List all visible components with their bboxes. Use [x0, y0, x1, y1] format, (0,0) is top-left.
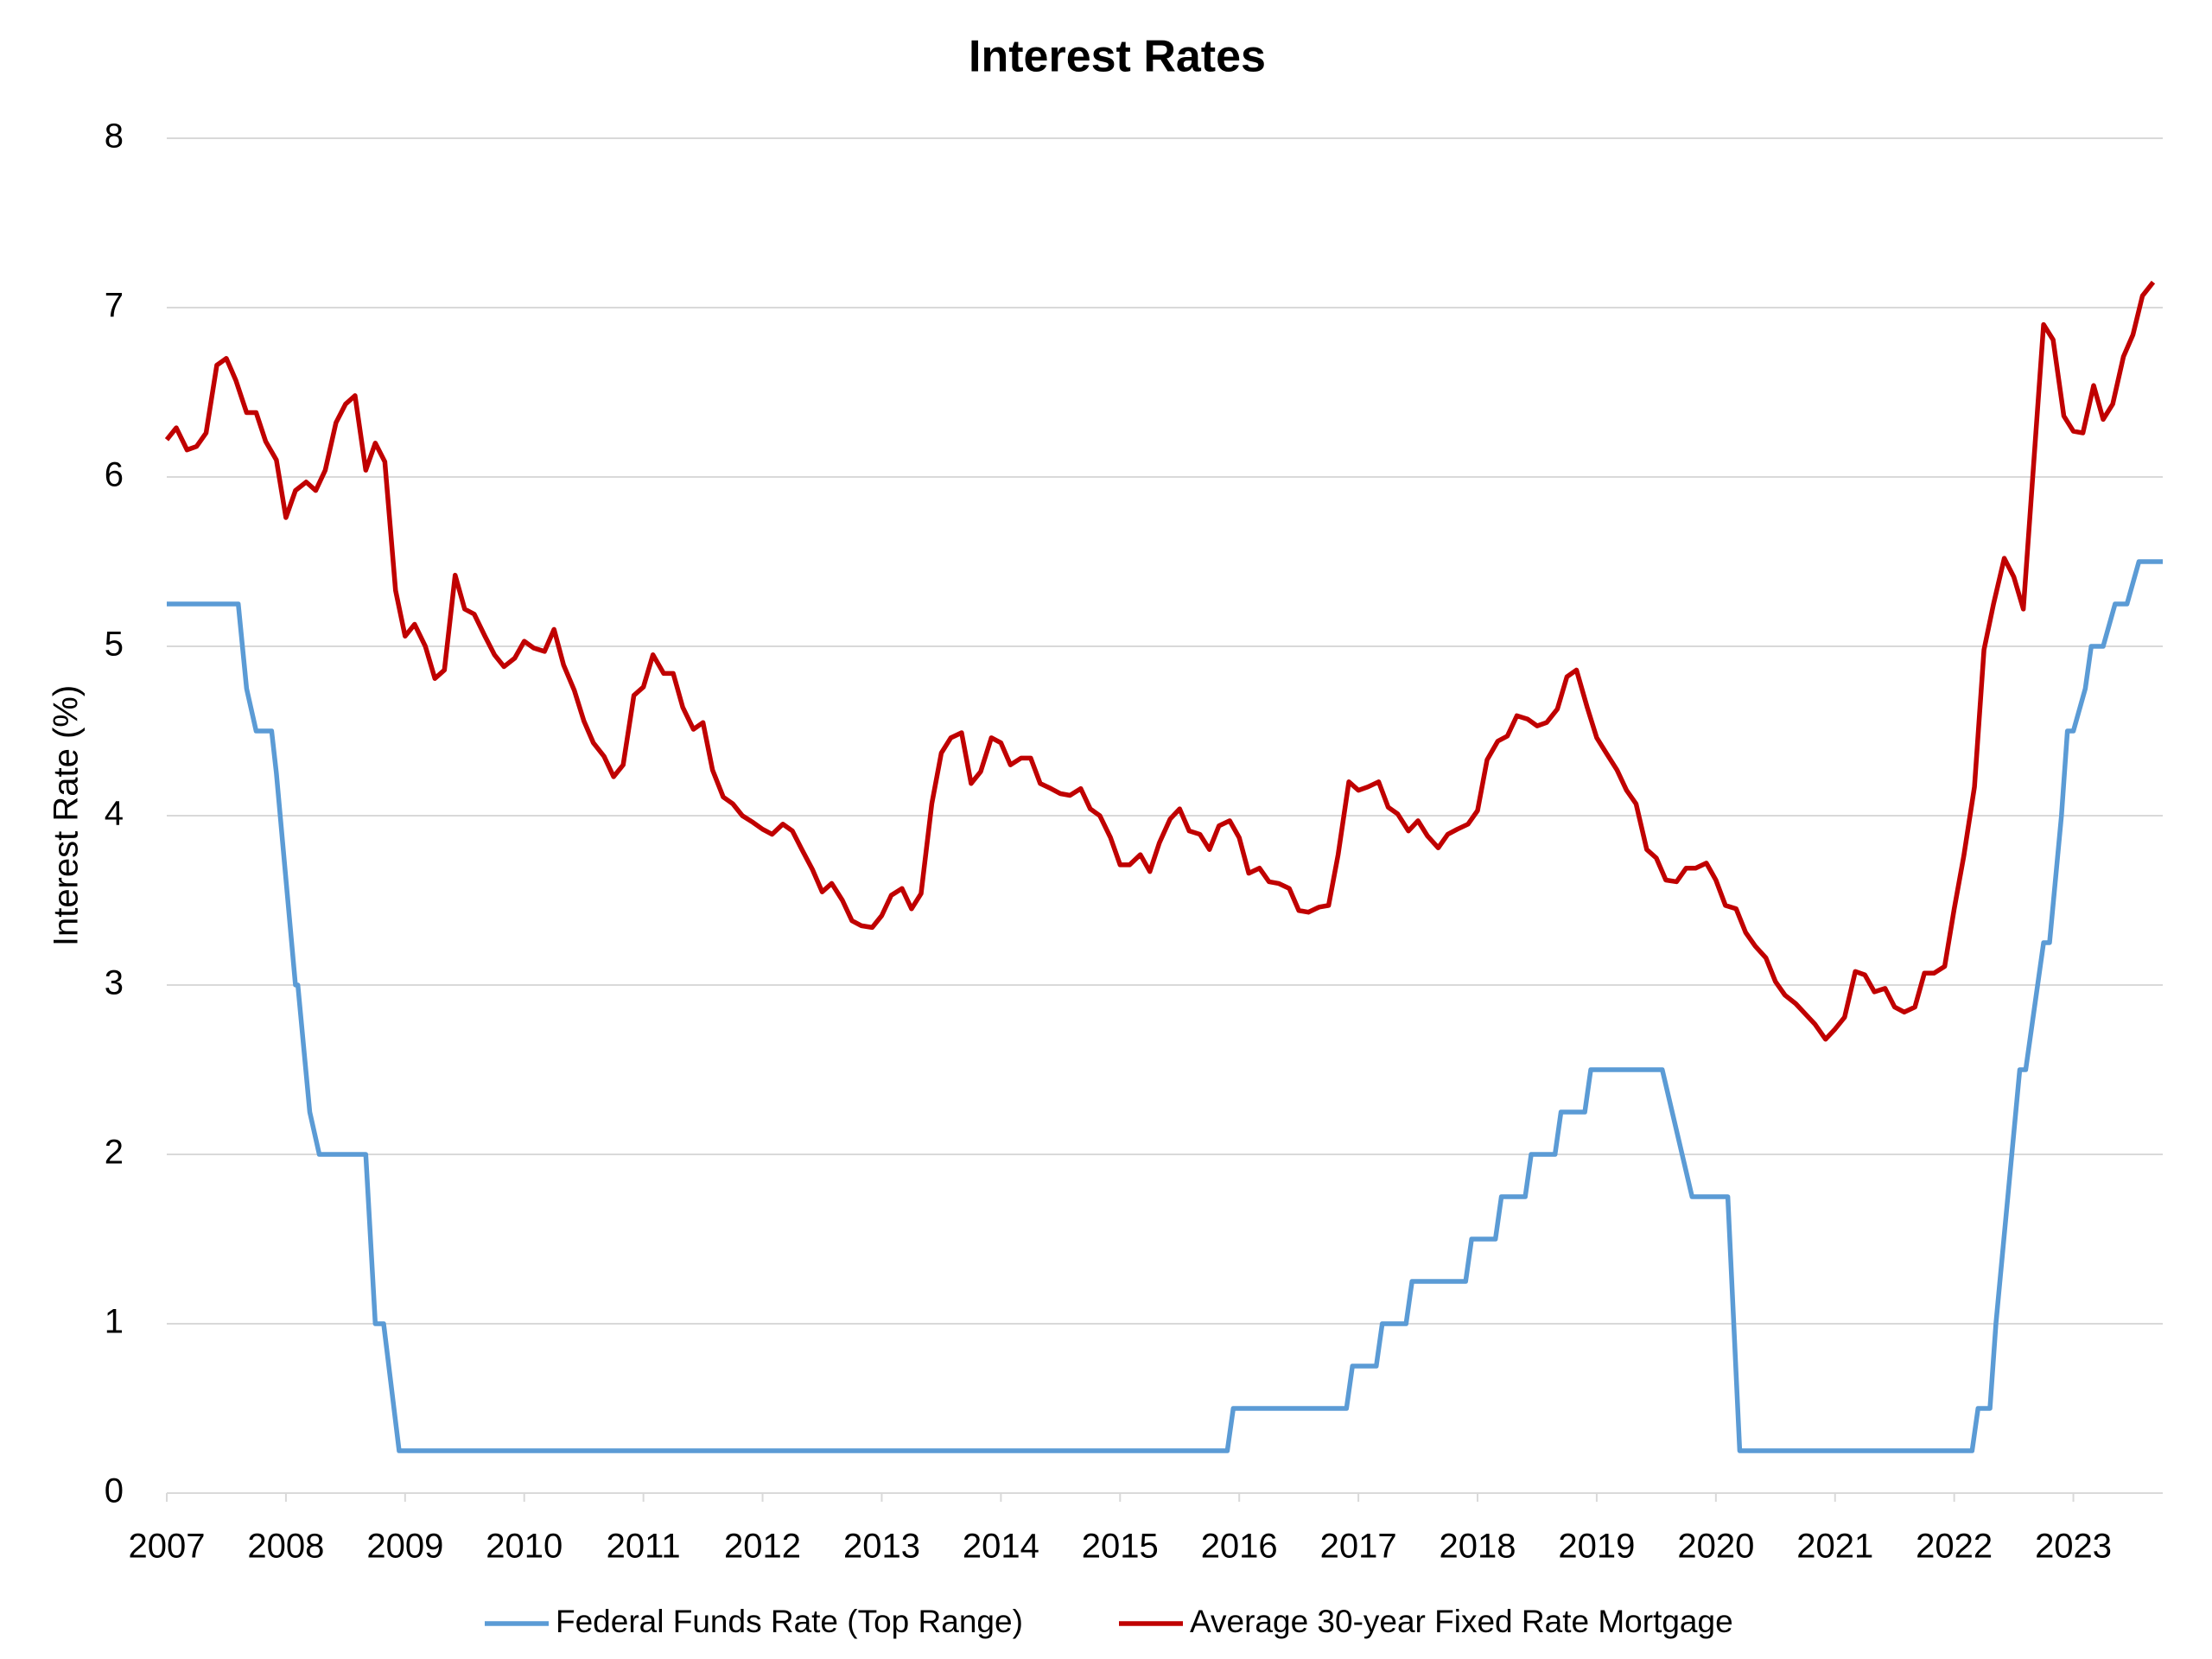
x-tick-label: 2023: [2035, 1528, 2112, 1566]
x-tick-label: 2019: [1558, 1528, 1635, 1566]
x-tick-label: 2012: [724, 1528, 801, 1566]
x-tick-label: 2014: [963, 1528, 1039, 1566]
y-tick-label: 2: [105, 1134, 124, 1172]
y-tick-label: 4: [105, 795, 124, 833]
x-tick-label: 2016: [1201, 1528, 1278, 1566]
y-tick-label: 5: [105, 626, 124, 664]
line-series: [164, 280, 2156, 1042]
x-tick-label: 2015: [1082, 1528, 1159, 1566]
x-tick-label: 2020: [1677, 1528, 1754, 1566]
line-series: [167, 559, 2163, 1453]
y-tick-label: 3: [105, 964, 124, 1002]
x-tick-label: 2013: [843, 1528, 920, 1566]
y-tick-label: 7: [105, 287, 124, 325]
x-tick-label: 2021: [1796, 1528, 1873, 1566]
y-tick-label: 6: [105, 456, 124, 494]
y-axis-title: Interest Rate (%): [48, 685, 86, 946]
y-tick-label: 0: [105, 1472, 124, 1510]
x-tick-label: 2017: [1320, 1528, 1397, 1566]
chart-title: Interest Rates: [969, 32, 1266, 82]
x-tick-label: 2007: [129, 1528, 206, 1566]
legend-label: Average 30-year Fixed Rate Mortgage: [1190, 1604, 1733, 1639]
x-tick-label: 2022: [1916, 1528, 1993, 1566]
x-tick-label: 2008: [247, 1528, 324, 1566]
x-tick-label: 2010: [486, 1528, 563, 1566]
y-tick-label: 1: [105, 1303, 124, 1341]
legend-label: Federal Funds Rate (Top Range): [556, 1604, 1023, 1639]
x-tick-label: 2009: [366, 1528, 443, 1566]
x-tick-label: 2018: [1440, 1528, 1516, 1566]
y-tick-label: 8: [105, 118, 124, 156]
x-tick-label: 2011: [607, 1528, 681, 1566]
